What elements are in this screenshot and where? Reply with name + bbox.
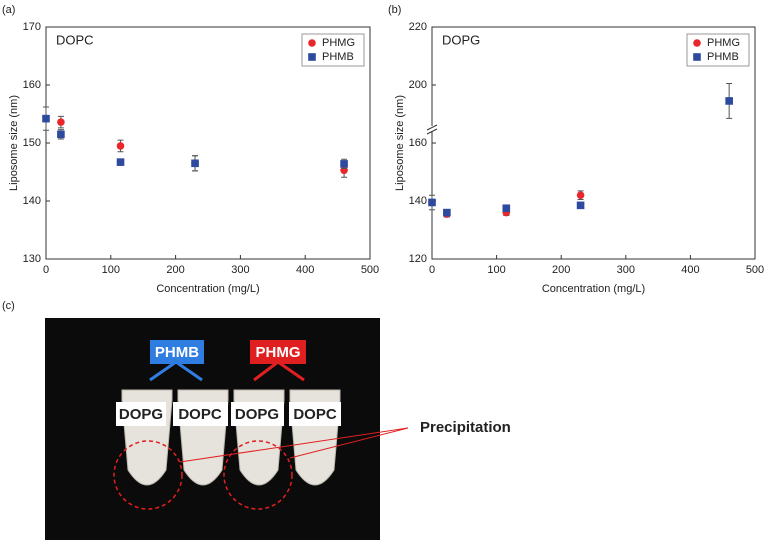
- group-label: PHMG: [256, 344, 301, 361]
- y-tick-label: 120: [409, 253, 427, 265]
- tube-box: [231, 402, 284, 426]
- x-tick-label: 200: [552, 264, 570, 276]
- y-axis-label: Liposome size (nm): [394, 95, 406, 191]
- point: [42, 114, 50, 123]
- point: [502, 204, 511, 213]
- point: [116, 142, 125, 150]
- point: [57, 130, 65, 139]
- legend-marker: [693, 39, 701, 47]
- panel-label: (a): [2, 4, 15, 16]
- tube-label: DOPC: [293, 406, 337, 423]
- chart-title: DOPG: [442, 32, 480, 47]
- group-label: PHMB: [155, 344, 199, 361]
- x-axis-label: Concentration (mg/L): [542, 283, 645, 295]
- y-tick-label: 150: [23, 137, 41, 149]
- y-tick-label: 170: [23, 21, 41, 33]
- tube-box: [173, 402, 228, 426]
- point: [443, 208, 451, 217]
- x-tick-label: 200: [166, 264, 184, 276]
- y-tick-label: 160: [23, 79, 41, 91]
- tube-label: DOPG: [119, 406, 163, 423]
- legend-label: PHMB: [322, 51, 354, 63]
- tube-label: DOPC: [178, 406, 222, 423]
- point: [725, 97, 733, 105]
- tube-label: DOPG: [235, 406, 279, 423]
- point: [340, 160, 348, 168]
- y-tick-label: 130: [23, 253, 41, 265]
- x-tick-label: 500: [746, 264, 764, 276]
- legend-marker: [693, 53, 701, 61]
- x-tick-label: 300: [617, 264, 635, 276]
- panel-label: (c): [2, 300, 15, 312]
- chart-title: DOPC: [56, 32, 94, 47]
- x-tick-label: 300: [231, 264, 249, 276]
- axis-break: [428, 126, 436, 132]
- x-tick-label: 100: [102, 264, 120, 276]
- y-tick-label: 220: [409, 21, 427, 33]
- legend-marker: [308, 39, 316, 47]
- x-tick-label: 0: [429, 264, 435, 276]
- point: [57, 118, 65, 126]
- point: [576, 201, 585, 210]
- tube-box: [289, 402, 341, 426]
- photo: PHMB PHMG DOPG DOPC DOPG DOPC Precipitat…: [45, 318, 511, 540]
- y-tick-label: 160: [409, 137, 427, 149]
- legend-label: PHMG: [322, 37, 355, 49]
- annotation: Precipitation: [420, 419, 511, 436]
- legend-marker: [308, 53, 316, 61]
- y-tick-label: 140: [409, 195, 427, 207]
- y-tick-label: 200: [409, 79, 427, 91]
- point: [191, 159, 199, 168]
- x-tick-label: 400: [681, 264, 699, 276]
- tube-box: [116, 402, 166, 426]
- point: [576, 191, 585, 199]
- group-box: [250, 340, 306, 364]
- x-axis-label: Concentration (mg/L): [156, 283, 259, 295]
- x-tick-label: 100: [487, 264, 505, 276]
- arrows-blue: [149, 360, 203, 382]
- axis-break: [426, 124, 438, 135]
- arrows-red: [253, 360, 305, 382]
- highlight: [113, 440, 183, 510]
- legend-label: PHMG: [707, 37, 740, 49]
- panel-label: (b): [388, 4, 401, 16]
- point: [428, 198, 436, 207]
- x-tick-label: 0: [43, 264, 49, 276]
- point: [116, 158, 125, 166]
- x-tick-label: 500: [361, 264, 379, 276]
- group-box: [150, 340, 204, 364]
- legend-label: PHMB: [707, 51, 739, 63]
- highlight: [223, 440, 293, 510]
- y-axis-label: Liposome size (nm): [8, 95, 20, 191]
- y-tick-label: 140: [23, 195, 41, 207]
- x-tick-label: 400: [296, 264, 314, 276]
- pointer: [179, 427, 409, 463]
